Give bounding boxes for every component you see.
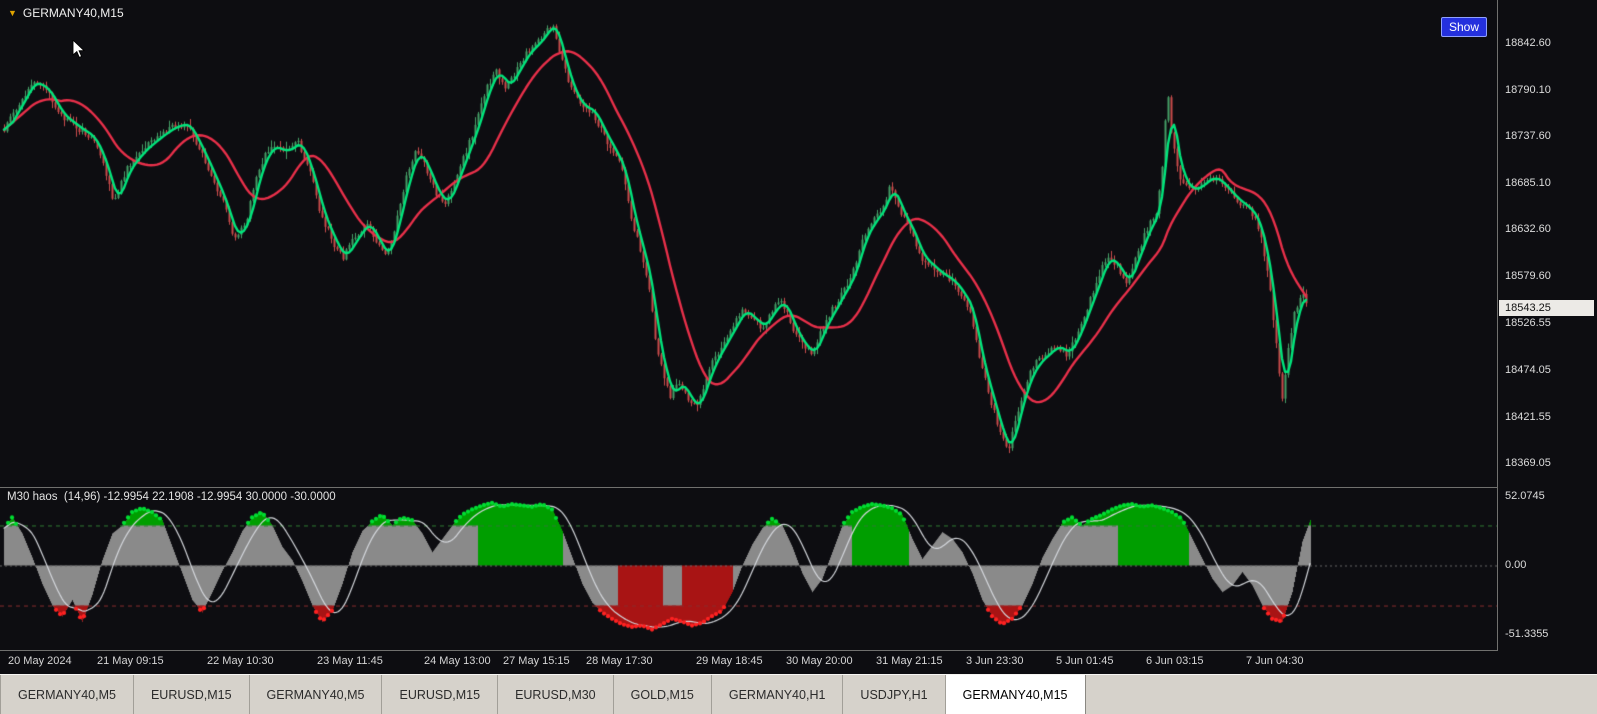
price-axis-label: 18737.60 [1505,130,1551,143]
chart-tab-germany40-h1[interactable]: GERMANY40,H1 [712,675,844,714]
chart-tab-germany40-m15[interactable]: GERMANY40,M15 [945,675,1086,714]
time-axis-label: 27 May 15:15 [503,655,570,667]
oscillator-axis-label: 52.0745 [1505,490,1545,502]
oscillator-axis-label: 0.00 [1505,559,1527,572]
price-axis-label: 18369.05 [1505,457,1551,470]
time-axis-label: 23 May 11:45 [317,655,383,667]
time-axis-label: 30 May 20:00 [786,655,853,667]
chart-tab-germany40-m5[interactable]: GERMANY40,M5 [0,675,134,714]
panel-separator[interactable] [0,487,1597,488]
time-axis-label: 31 May 21:15 [876,655,943,667]
chart-tab-eurusd-m30[interactable]: EURUSD,M30 [498,675,614,714]
price-axis-label: 18685.10 [1505,176,1551,189]
price-axis-label: 18526.55 [1505,317,1551,330]
oscillator-canvas[interactable] [0,488,1497,650]
price-axis-label: 18579.60 [1505,270,1551,283]
price-axis-label: 18474.05 [1505,363,1551,376]
oscillator-panel[interactable]: M30 haos (14,96) -12.9954 22.1908 -12.99… [0,488,1497,650]
chart-tab-usdjpy-h1[interactable]: USDJPY,H1 [843,675,946,714]
time-axis-label: 28 May 17:30 [586,655,653,667]
oscillator-axis-label: -51.3355 [1505,628,1549,640]
price-chart-canvas[interactable] [0,0,1497,487]
symbol-dropdown-icon: ▼ [8,8,17,18]
price-axis-label: 18790.10 [1505,83,1551,96]
time-axis-separator [0,650,1597,651]
price-axis-label: 18842.60 [1505,37,1551,50]
symbol-text: GERMANY40,M15 [22,6,124,20]
time-axis-label: 6 Jun 03:15 [1146,655,1204,667]
indicator-label: M30 haos (14,96) -12.9954 22.1908 -12.99… [7,491,336,503]
price-axis-label: 18421.55 [1505,410,1551,423]
current-price-tag: 18543.25 [1499,299,1594,316]
chart-tab-gold-m15[interactable]: GOLD,M15 [614,675,712,714]
show-button[interactable]: Show [1441,17,1487,37]
time-axis-label: 7 Jun 04:30 [1246,655,1304,667]
chart-tab-bar: GERMANY40,M5 EURUSD,M15 GERMANY40,M5 EURUSD… [0,674,1597,714]
time-axis-label: 20 May 2024 [8,655,72,667]
time-axis-label: 24 May 13:00 [424,655,491,667]
time-axis-label: 5 Jun 01:45 [1056,655,1114,667]
main-price-chart[interactable]: ▼ GERMANY40,M15 Show [0,0,1497,487]
chart-tab-eurusd-m15[interactable]: EURUSD,M15 [382,675,499,714]
time-axis-label: 22 May 10:30 [207,655,274,667]
price-axis-label: 18632.60 [1505,223,1551,236]
chart-symbol-label: ▼ GERMANY40,M15 [8,6,124,20]
chart-tab-germany40-m5[interactable]: GERMANY40,M5 [250,675,383,714]
time-axis[interactable]: 20 May 2024 21 May 09:15 22 May 10:30 23 Ma… [0,651,1597,674]
chart-tab-eurusd-m15[interactable]: EURUSD,M15 [134,675,250,714]
price-axis[interactable]: 18842.60 18790.10 18737.60 18685.10 18632.60… [1497,0,1597,651]
mouse-cursor-icon [72,40,86,58]
time-axis-label: 29 May 18:45 [696,655,763,667]
time-axis-label: 21 May 09:15 [97,655,164,667]
time-axis-label: 3 Jun 23:30 [966,655,1024,667]
